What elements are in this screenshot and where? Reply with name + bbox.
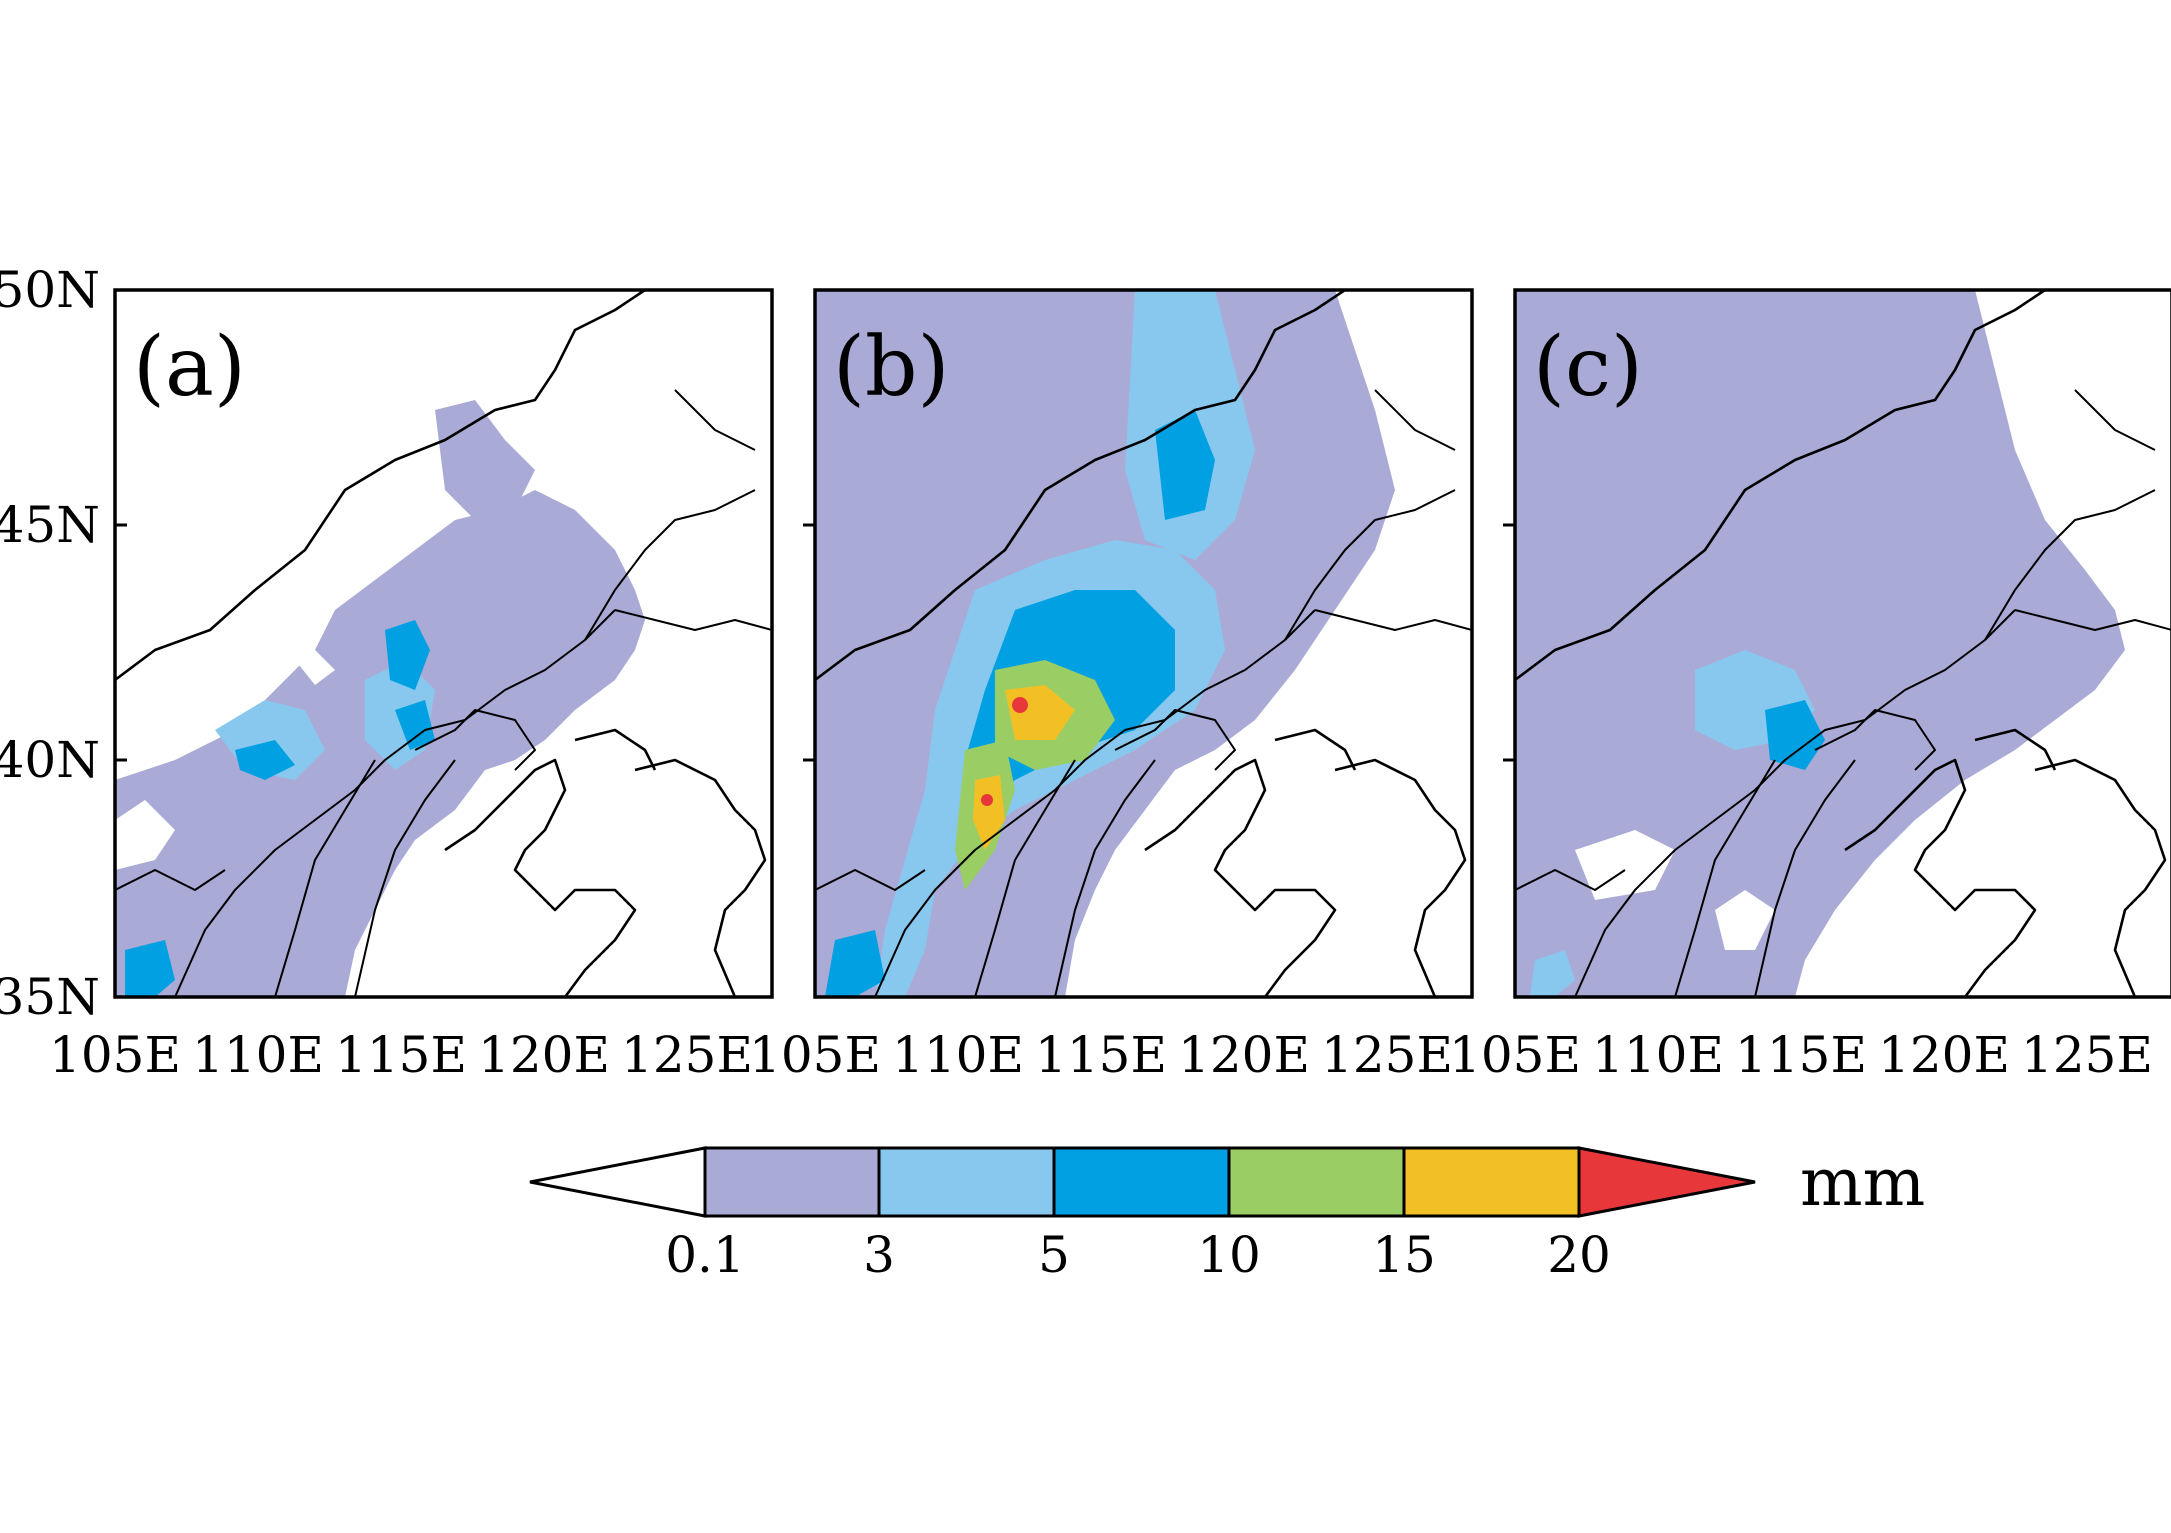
lon-label-105e-b: 105E bbox=[749, 1026, 881, 1084]
lon-label-105e-a: 105E bbox=[49, 1026, 181, 1084]
lon-label-125e-b: 125E bbox=[1321, 1026, 1453, 1084]
axis-ticks bbox=[115, 288, 1515, 999]
lon-label-110e-c: 110E bbox=[1592, 1026, 1724, 1084]
colorbar-level-10: 10 bbox=[1197, 1226, 1261, 1284]
lon-label-110e-a: 110E bbox=[192, 1026, 324, 1084]
panel-b-precip-field bbox=[815, 290, 1395, 997]
panel-b: (b) bbox=[813, 288, 1474, 999]
panel-b-label: (b) bbox=[833, 320, 949, 415]
colorbar-level-5: 5 bbox=[1038, 1226, 1070, 1284]
lat-tick-labels: 50N 45N 40N 35N bbox=[0, 261, 100, 1026]
colorbar-level-0.1: 0.1 bbox=[665, 1226, 745, 1284]
panel-c-label: (c) bbox=[1533, 320, 1643, 415]
colorbar-segment-15-20 bbox=[1402, 1146, 1581, 1218]
lon-tick-labels-a: 105E 110E 115E 120E 125E bbox=[49, 1026, 753, 1084]
colorbar-segment-3-5 bbox=[877, 1146, 1056, 1218]
lon-label-120e-b: 120E bbox=[1178, 1026, 1310, 1084]
panel-c-precip-field bbox=[1515, 290, 2125, 997]
panel-a-label: (a) bbox=[133, 320, 246, 415]
colorbar-level-20: 20 bbox=[1547, 1226, 1611, 1284]
colorbar-under-triangle bbox=[529, 1146, 707, 1218]
lon-tick-labels-c: 105E 110E 115E 120E 125E bbox=[1449, 1026, 2153, 1084]
panel-a-frame bbox=[113, 288, 774, 999]
panel-a: (a) bbox=[113, 288, 774, 999]
colorbar-unit: mm bbox=[1800, 1144, 1925, 1221]
lon-tick-labels-b: 105E 110E 115E 120E 125E bbox=[749, 1026, 1453, 1084]
colorbar-segment-0.1-3 bbox=[703, 1146, 881, 1218]
lat-label-40n: 40N bbox=[0, 731, 100, 789]
colorbar-segment-10-15 bbox=[1227, 1146, 1406, 1218]
lon-label-115e-c: 115E bbox=[1735, 1026, 1867, 1084]
lon-label-105e-c: 105E bbox=[1449, 1026, 1581, 1084]
colorbar-segment-5-10 bbox=[1052, 1146, 1231, 1218]
lon-label-125e-c: 125E bbox=[2021, 1026, 2153, 1084]
panel-b-frame bbox=[813, 288, 1474, 999]
lon-label-120e-c: 120E bbox=[1878, 1026, 2010, 1084]
lat-label-45n: 45N bbox=[0, 496, 100, 554]
lon-label-115e-b: 115E bbox=[1035, 1026, 1167, 1084]
panel-c-frame bbox=[1513, 288, 2171, 999]
colorbar-level-3: 3 bbox=[863, 1226, 895, 1284]
lon-label-125e-a: 125E bbox=[621, 1026, 753, 1084]
lon-label-120e-a: 120E bbox=[478, 1026, 610, 1084]
lat-label-50n: 50N bbox=[0, 261, 100, 319]
colorbar: 0.1 3 5 10 15 20 mm bbox=[529, 1144, 1925, 1284]
lat-label-35n: 35N bbox=[0, 968, 100, 1026]
colorbar-over-triangle bbox=[1577, 1146, 1756, 1218]
panel-c: (c) bbox=[1513, 288, 2171, 999]
lon-label-115e-a: 115E bbox=[335, 1026, 467, 1084]
colorbar-level-15: 15 bbox=[1372, 1226, 1436, 1284]
lon-label-110e-b: 110E bbox=[892, 1026, 1024, 1084]
